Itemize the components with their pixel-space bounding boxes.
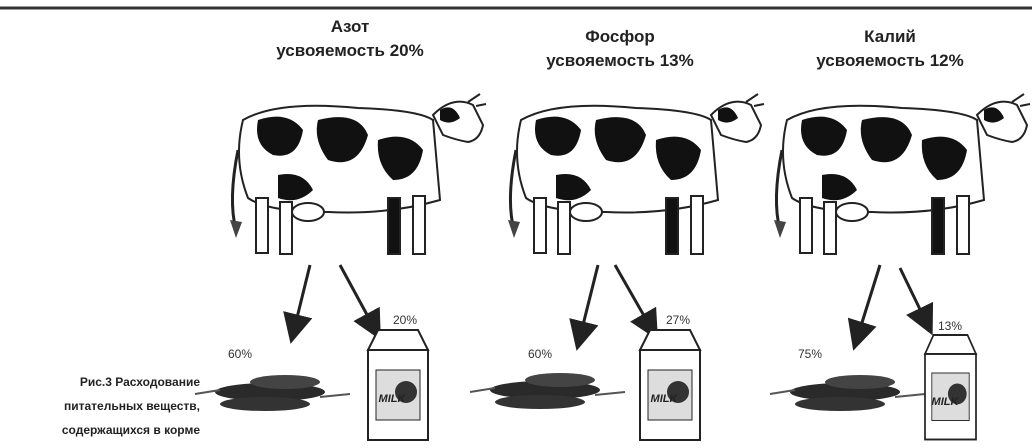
arrow [292, 265, 310, 338]
caption: содержащихся в корме [62, 423, 200, 437]
arrow [900, 268, 930, 330]
arrow [615, 265, 655, 335]
figure: Рис.3 Расходование питательных веществ, … [0, 0, 1032, 448]
panel: Калий усвояемость 12% 75% 13% MILK [770, 27, 1030, 440]
caption: питательных веществ, [64, 399, 200, 413]
carton [640, 330, 700, 440]
caption: Рис.3 Расходование [80, 375, 200, 389]
panel: Азот усвояемость 20% 60% 20% MILK [195, 17, 486, 440]
arrow [340, 265, 378, 335]
carton [368, 330, 428, 440]
carton [925, 335, 976, 440]
arrow [578, 265, 598, 345]
carton-label: MILK [651, 393, 679, 405]
cow [774, 94, 1030, 254]
cow [508, 94, 764, 254]
manure-label: 75% [798, 347, 822, 361]
milk-label: 20% [393, 313, 417, 327]
manure-label: 60% [528, 347, 552, 361]
manure-label: 60% [228, 347, 252, 361]
manure [770, 375, 925, 411]
carton-label: MILK [932, 396, 960, 408]
subtitle: усвояемость 20% [276, 41, 424, 60]
subtitle: усвояемость 12% [816, 51, 964, 70]
cow [230, 94, 486, 254]
manure [195, 375, 350, 411]
subtitle: усвояемость 13% [546, 51, 694, 70]
title: Фосфор [585, 27, 655, 46]
milk-label: 27% [666, 313, 690, 327]
arrow [855, 265, 880, 345]
milk-label: 13% [938, 319, 962, 333]
panel: Фосфор усвояемость 13% 60% 27% MILK [470, 27, 764, 440]
title: Азот [331, 17, 370, 36]
manure [470, 373, 625, 409]
title: Калий [864, 27, 916, 46]
carton-label: MILK [379, 393, 407, 405]
